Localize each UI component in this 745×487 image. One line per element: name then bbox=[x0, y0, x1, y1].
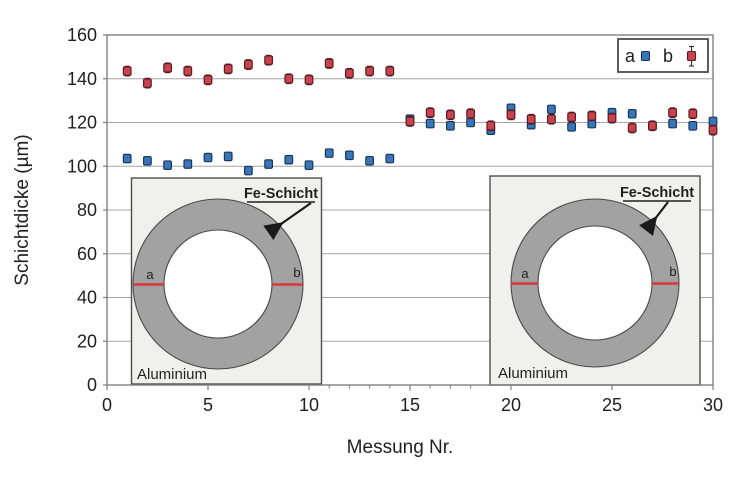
mark-a-label: a bbox=[146, 267, 154, 282]
x-tick-label: 20 bbox=[501, 395, 521, 415]
data-point-b bbox=[203, 75, 213, 85]
y-tick-label: 0 bbox=[87, 375, 97, 395]
x-axis-title: Messung Nr. bbox=[347, 437, 454, 458]
data-point-b bbox=[264, 55, 273, 65]
mark-a-label: a bbox=[521, 266, 529, 281]
data-point-a bbox=[446, 120, 455, 131]
data-point-b bbox=[183, 66, 193, 76]
inset-diagram-1: a b Fe-Schicht Aluminium bbox=[130, 177, 323, 385]
axis-frame bbox=[103, 34, 714, 391]
data-point-a bbox=[223, 151, 233, 162]
data-point-a bbox=[668, 118, 677, 129]
x-tick-label: 25 bbox=[602, 395, 622, 415]
aluminium-label: Aluminium bbox=[498, 365, 568, 382]
data-point-b bbox=[304, 75, 314, 85]
data-point-b bbox=[446, 110, 455, 120]
data-point-b bbox=[668, 107, 677, 118]
data-point-b bbox=[385, 66, 395, 76]
aluminium-label: Aluminium bbox=[137, 366, 207, 383]
data-point-a bbox=[183, 159, 193, 169]
x-tick-label: 30 bbox=[703, 395, 723, 415]
data-point-b bbox=[122, 66, 132, 76]
data-point-b bbox=[405, 116, 415, 127]
data-point-a bbox=[244, 165, 253, 176]
fe-schicht-arrow bbox=[263, 202, 312, 241]
data-point-b bbox=[466, 108, 475, 119]
y-tick-label: 100 bbox=[67, 156, 97, 176]
fe-schicht-label: Fe-Schicht bbox=[244, 186, 318, 202]
y-tick-label: 160 bbox=[67, 25, 97, 45]
y-tick-label: 40 bbox=[77, 288, 97, 308]
x-tick-label: 10 bbox=[299, 395, 319, 415]
ring-inner-circle bbox=[163, 229, 273, 339]
data-point-b bbox=[425, 107, 435, 118]
data-point-a bbox=[264, 159, 273, 169]
fe-schicht-arrow bbox=[639, 201, 669, 236]
data-point-a bbox=[567, 122, 576, 132]
axis-tick-labels: 0 20 40 60 80 100 120 140 160 0 5 10 15 20 25 30 bbox=[67, 25, 723, 415]
data-point-b bbox=[506, 110, 516, 120]
data-point-a bbox=[304, 160, 314, 170]
mark-b-label: b bbox=[669, 264, 676, 279]
data-point-b bbox=[607, 113, 617, 123]
ring-inner-circle bbox=[537, 225, 653, 341]
data-point-b bbox=[546, 114, 556, 125]
x-tick-label: 5 bbox=[203, 395, 213, 415]
data-point-a bbox=[385, 153, 395, 164]
data-point-b bbox=[365, 66, 374, 76]
data-point-b bbox=[526, 114, 536, 125]
data-point-b bbox=[708, 125, 718, 135]
data-point-a bbox=[688, 120, 698, 131]
data-point-a bbox=[365, 155, 374, 166]
legend-marker-b bbox=[686, 50, 697, 62]
data-point-b bbox=[647, 120, 657, 131]
data-point-b bbox=[627, 123, 637, 133]
series-a bbox=[122, 103, 718, 176]
y-tick-label: 60 bbox=[77, 244, 97, 264]
data-point-b bbox=[163, 63, 173, 73]
y-tick-label: 80 bbox=[77, 200, 97, 220]
x-tick-label: 0 bbox=[102, 395, 112, 415]
legend: a b bbox=[617, 38, 709, 73]
fe-schicht-label: Fe-Schicht bbox=[620, 185, 694, 201]
data-point-a bbox=[345, 150, 354, 161]
data-point-b bbox=[244, 59, 253, 70]
legend-label-b: b bbox=[663, 46, 673, 66]
data-point-a bbox=[163, 160, 173, 170]
series-b bbox=[122, 54, 718, 136]
data-point-b bbox=[324, 58, 334, 69]
x-tick-label: 15 bbox=[400, 395, 420, 415]
data-point-a bbox=[425, 118, 435, 129]
data-point-a bbox=[708, 116, 718, 127]
y-axis-title: Schichtdicke (µm) bbox=[12, 134, 33, 285]
data-point-a bbox=[122, 153, 132, 164]
data-point-a bbox=[627, 108, 637, 119]
data-point-b bbox=[486, 120, 496, 131]
y-tick-label: 20 bbox=[77, 331, 97, 351]
data-point-a bbox=[546, 104, 556, 115]
data-point-a bbox=[466, 117, 475, 128]
data-point-b bbox=[567, 112, 576, 122]
legend-marker-a bbox=[640, 50, 651, 62]
data-point-b bbox=[688, 108, 698, 119]
y-tick-label: 120 bbox=[67, 113, 97, 133]
data-points bbox=[122, 54, 718, 176]
data-point-a bbox=[143, 155, 152, 166]
mark-b-label: b bbox=[293, 265, 300, 280]
legend-label-a: a bbox=[625, 46, 636, 66]
data-point-b bbox=[223, 64, 233, 74]
data-point-b bbox=[345, 68, 354, 79]
data-point-b bbox=[143, 78, 152, 88]
data-point-a bbox=[284, 154, 294, 165]
data-point-a bbox=[203, 152, 213, 163]
data-point-b bbox=[587, 111, 597, 121]
y-tick-label: 140 bbox=[67, 69, 97, 89]
inset-diagram-2: a b Fe-Schicht Aluminium bbox=[489, 175, 701, 386]
data-point-a bbox=[324, 148, 334, 158]
data-point-b bbox=[284, 73, 294, 84]
